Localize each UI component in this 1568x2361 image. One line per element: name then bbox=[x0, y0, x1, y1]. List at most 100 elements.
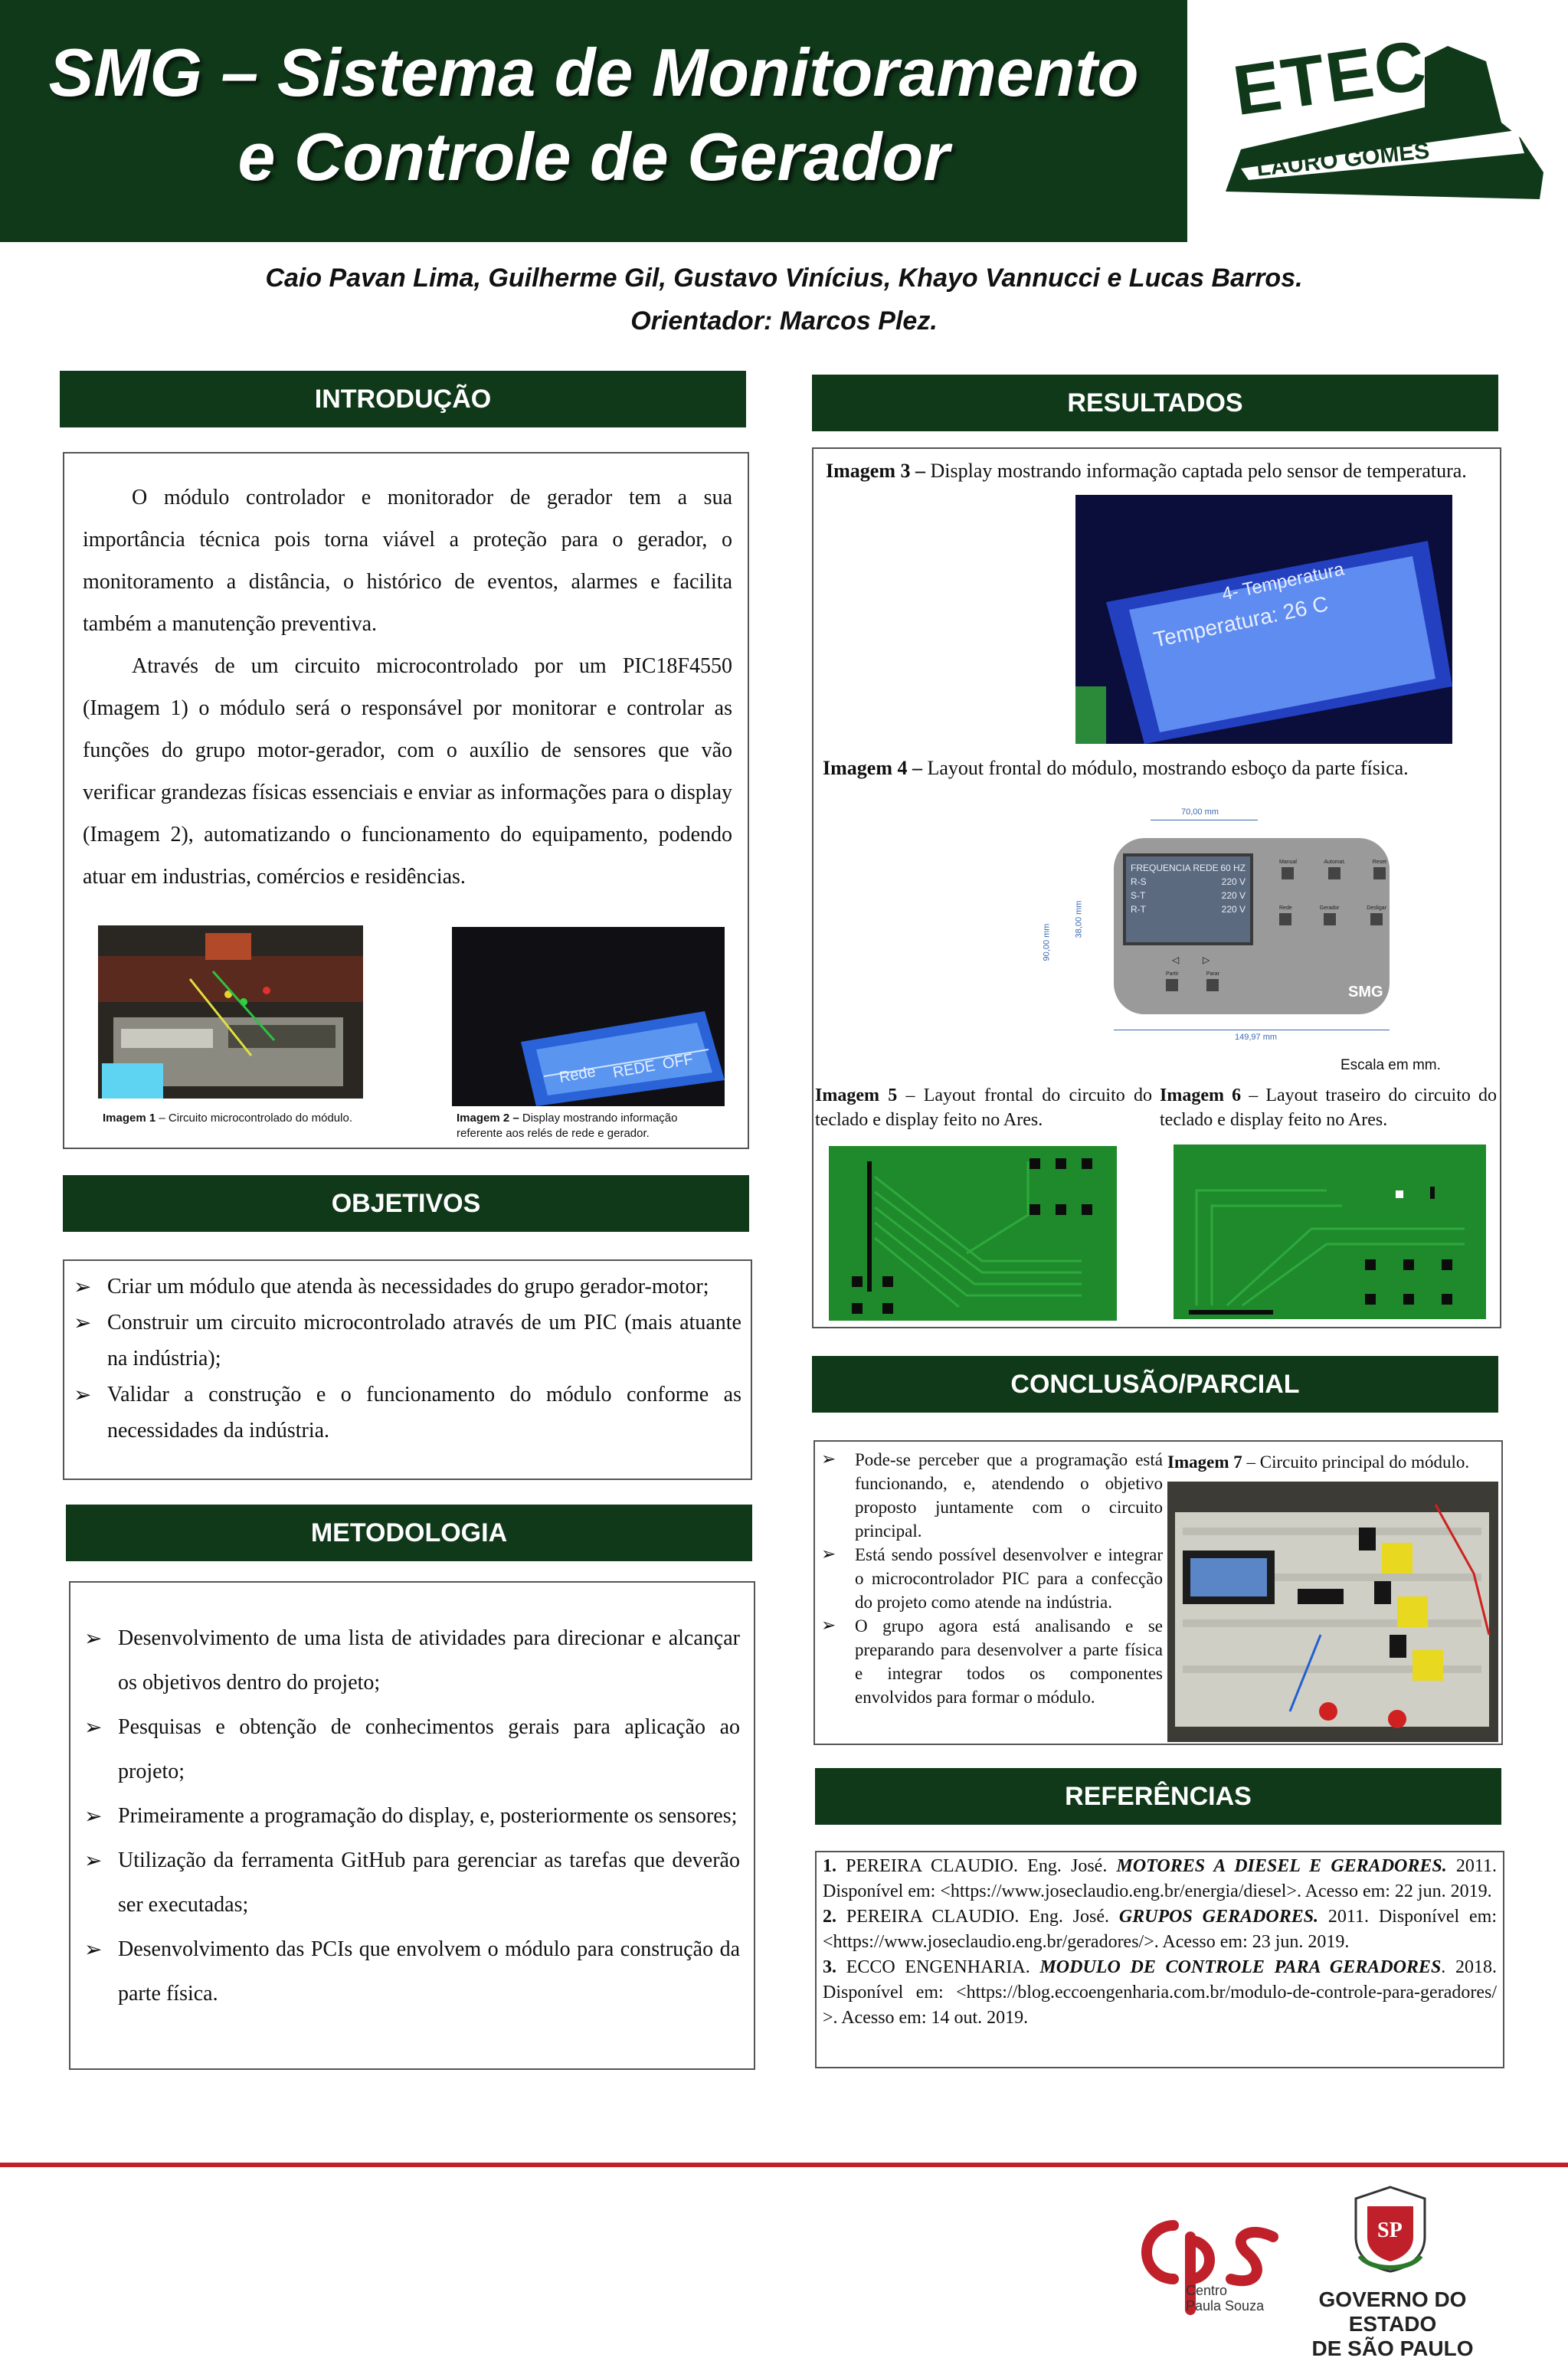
image-4-buttons-top: Manual Automat. Reset bbox=[1279, 860, 1386, 879]
reference-title: MODULO DE CONTROLE PARA GERADORES bbox=[1039, 1957, 1442, 1977]
image-4-button: Reset bbox=[1373, 860, 1386, 879]
metodologia-item: Pesquisas e obtenção de conhecimentos ge… bbox=[84, 1705, 740, 1794]
objetivos-box: Criar um módulo que atenda às necessidad… bbox=[63, 1259, 752, 1480]
image-4-caption-text: Layout frontal do módulo, mostrando esbo… bbox=[921, 757, 1409, 779]
image-6-caption: Imagem 6 – Layout traseiro do circuito d… bbox=[1160, 1083, 1497, 1132]
image-6-pcb bbox=[1174, 1144, 1486, 1319]
image-1-caption: Imagem 1 – Circuito microcontrolado do m… bbox=[103, 1111, 409, 1126]
pcb-back-image bbox=[1174, 1144, 1486, 1319]
image-7-caption: Imagem 7 – Circuito principal do módulo. bbox=[1167, 1451, 1504, 1474]
image-6-label: Imagem 6 bbox=[1160, 1086, 1242, 1105]
image-4-arrow-right-icon: ▷ bbox=[1203, 955, 1210, 965]
lcd-value: 220 V bbox=[1221, 890, 1246, 901]
lcd-label: R-S bbox=[1131, 876, 1147, 887]
conclusao-item: Pode-se perceber que a programação está … bbox=[821, 1448, 1163, 1543]
section-heading-referencias: REFERÊNCIAS bbox=[815, 1768, 1501, 1825]
footer-divider bbox=[0, 2163, 1568, 2167]
objetivos-item: Validar a construção e o funcionamento d… bbox=[74, 1377, 741, 1449]
image-4-buttons-bottom: Partir Parar bbox=[1166, 971, 1219, 991]
lcd-label: FREQUENCIA REDE bbox=[1131, 863, 1219, 873]
reference-number: 1. bbox=[823, 1856, 836, 1876]
image-1-caption-text: – Circuito microcontrolado do módulo. bbox=[155, 1112, 352, 1125]
introducao-paragraph-1: O módulo controlador e monitorador de ge… bbox=[83, 486, 732, 636]
image-5-caption-text: – Layout frontal do circuito do teclado … bbox=[815, 1086, 1152, 1130]
image-4-button: Rede bbox=[1279, 905, 1292, 925]
metodologia-list: Desenvolvimento de uma lista de atividad… bbox=[84, 1616, 740, 2016]
image-5-pcb bbox=[829, 1146, 1117, 1321]
objetivos-item: Construir um circuito microcontrolado at… bbox=[74, 1305, 741, 1377]
lcd-label: S-T bbox=[1131, 890, 1146, 901]
image-4-caption: Imagem 4 – Layout frontal do módulo, mos… bbox=[823, 755, 1489, 781]
temperature-display-image bbox=[1075, 495, 1452, 744]
reference-item: 3. ECCO ENGENHARIA. MODULO DE CONTROLE P… bbox=[823, 1955, 1497, 2031]
advisor: Orientador: Marcos Plez. bbox=[630, 306, 938, 336]
reference-author: ECCO ENGENHARIA. bbox=[836, 1957, 1040, 1977]
image-1-label: Imagem 1 bbox=[103, 1112, 156, 1125]
image-4-button-label: Gerador bbox=[1319, 905, 1340, 911]
image-4-lcd: FREQUENCIA REDE 60 HZ R-S 220 V S-T 220 V R… bbox=[1123, 853, 1253, 945]
sp-seal-text: SP bbox=[1377, 2219, 1403, 2242]
image-4-lcd-row: R-T 220 V bbox=[1131, 902, 1246, 916]
conclusao-item: Está sendo possível desenvolver e integr… bbox=[821, 1543, 1163, 1614]
image-4-button: Gerador bbox=[1319, 905, 1340, 925]
introducao-box: O módulo controlador e monitorador de ge… bbox=[63, 452, 749, 1149]
reference-rest: 2011. Disponível em: <https://www.josecl… bbox=[823, 1856, 1497, 1901]
image-7-caption-text: – Circuito principal do módulo. bbox=[1242, 1452, 1470, 1472]
image-5-label: Imagem 5 bbox=[815, 1086, 898, 1105]
poster-title: SMG – Sistema de Monitoramento e Control… bbox=[0, 31, 1187, 199]
section-heading-resultados: RESULTADOS bbox=[812, 375, 1498, 431]
image-4-button-label: Reset bbox=[1372, 860, 1386, 865]
title-line-2: e Controle de Gerador bbox=[237, 119, 950, 195]
lcd-label: R-T bbox=[1131, 904, 1146, 915]
image-4-lcd-row: FREQUENCIA REDE 60 HZ bbox=[1131, 861, 1246, 875]
metodologia-item: Desenvolvimento de uma lista de atividad… bbox=[84, 1616, 740, 1705]
metodologia-item: Desenvolvimento das PCIs que envolvem o … bbox=[84, 1927, 740, 2016]
cps-logo: Centro Paula Souza bbox=[1120, 2206, 1281, 2321]
sp-seal-icon bbox=[1354, 2186, 1426, 2273]
image-3-photo: 4- Temperatura Temperatura: 26 C bbox=[1075, 495, 1452, 744]
section-heading-introducao: INTRODUÇÃO bbox=[60, 371, 746, 427]
image-4-lcd-row: S-T 220 V bbox=[1131, 889, 1246, 902]
image-4-buttons-mid: Rede Gerador Desligar bbox=[1279, 905, 1386, 925]
image-3-caption: Imagem 3 – Display mostrando informação … bbox=[826, 458, 1489, 484]
reference-item: 2. PEREIRA CLAUDIO. Eng. José. GRUPOS GE… bbox=[823, 1904, 1497, 1955]
conclusao-box: Pode-se perceber que a programação está … bbox=[813, 1440, 1503, 1745]
image-4-button-label: Automat. bbox=[1324, 860, 1346, 865]
pcb-front-image bbox=[829, 1146, 1117, 1321]
title-line-1: SMG – Sistema de Monitoramento bbox=[48, 34, 1139, 110]
image-4-layout: 70,00 mm 90,00 mm 38,00 mm FREQUENCIA RE… bbox=[1042, 807, 1426, 1060]
conclusao-list: Pode-se perceber que a programação está … bbox=[821, 1448, 1163, 1709]
reference-number: 2. bbox=[823, 1907, 836, 1927]
display-relay-image bbox=[452, 927, 725, 1106]
image-4-label: Imagem 4 – bbox=[823, 757, 922, 779]
image-4-button: Manual bbox=[1279, 860, 1297, 879]
image-4-button: Partir bbox=[1166, 971, 1179, 991]
image-2-photo: Rede REDE OFF bbox=[452, 927, 725, 1106]
image-4-brand: SMG bbox=[1348, 984, 1383, 1000]
image-4-dim-left-1: 90,00 mm bbox=[1042, 923, 1052, 961]
reference-number: 3. bbox=[823, 1957, 836, 1977]
gov-sp-text: GOVERNO DO ESTADO DE SÃO PAULO bbox=[1278, 2287, 1507, 2361]
circuit-board-image bbox=[98, 925, 363, 1099]
section-heading-metodologia: METODOLOGIA bbox=[66, 1505, 752, 1561]
reference-title: GRUPOS GERADORES. bbox=[1118, 1907, 1319, 1927]
section-heading-conclusao: CONCLUSÃO/PARCIAL bbox=[812, 1356, 1498, 1413]
introducao-paragraph-2: Através de um circuito microcontrolado p… bbox=[83, 654, 732, 889]
metodologia-item: Utilização da ferramenta GitHub para ger… bbox=[84, 1839, 740, 1927]
image-4-button-label: Manual bbox=[1279, 860, 1297, 865]
reference-title: MOTORES A DIESEL E GERADORES. bbox=[1116, 1856, 1447, 1876]
image-4-button-label: Parar bbox=[1206, 971, 1219, 977]
cps-logo-icon bbox=[1141, 2220, 1278, 2315]
reference-author: PEREIRA CLAUDIO. Eng. José. bbox=[836, 1907, 1119, 1927]
image-4-scale-note: Escala em mm. bbox=[1340, 1057, 1441, 1073]
authors-block: Caio Pavan Lima, Guilherme Gil, Gustavo … bbox=[0, 257, 1568, 342]
image-2-label: Imagem 2 – bbox=[457, 1112, 519, 1125]
image-4-button-label: Rede bbox=[1279, 905, 1292, 911]
authors-names: Caio Pavan Lima, Guilherme Gil, Gustavo … bbox=[265, 264, 1303, 293]
section-heading-objetivos: OBJETIVOS bbox=[63, 1175, 749, 1232]
image-3-label: Imagem 3 – bbox=[826, 460, 925, 482]
etec-logo-icon bbox=[1226, 46, 1543, 199]
etec-logo: ETEC LAURO GOMES bbox=[1195, 15, 1555, 222]
reference-rest: . 2018. Disponível em: <https://blog.ecc… bbox=[823, 1957, 1498, 2028]
image-3-caption-text: Display mostrando informação captada pel… bbox=[925, 460, 1467, 482]
